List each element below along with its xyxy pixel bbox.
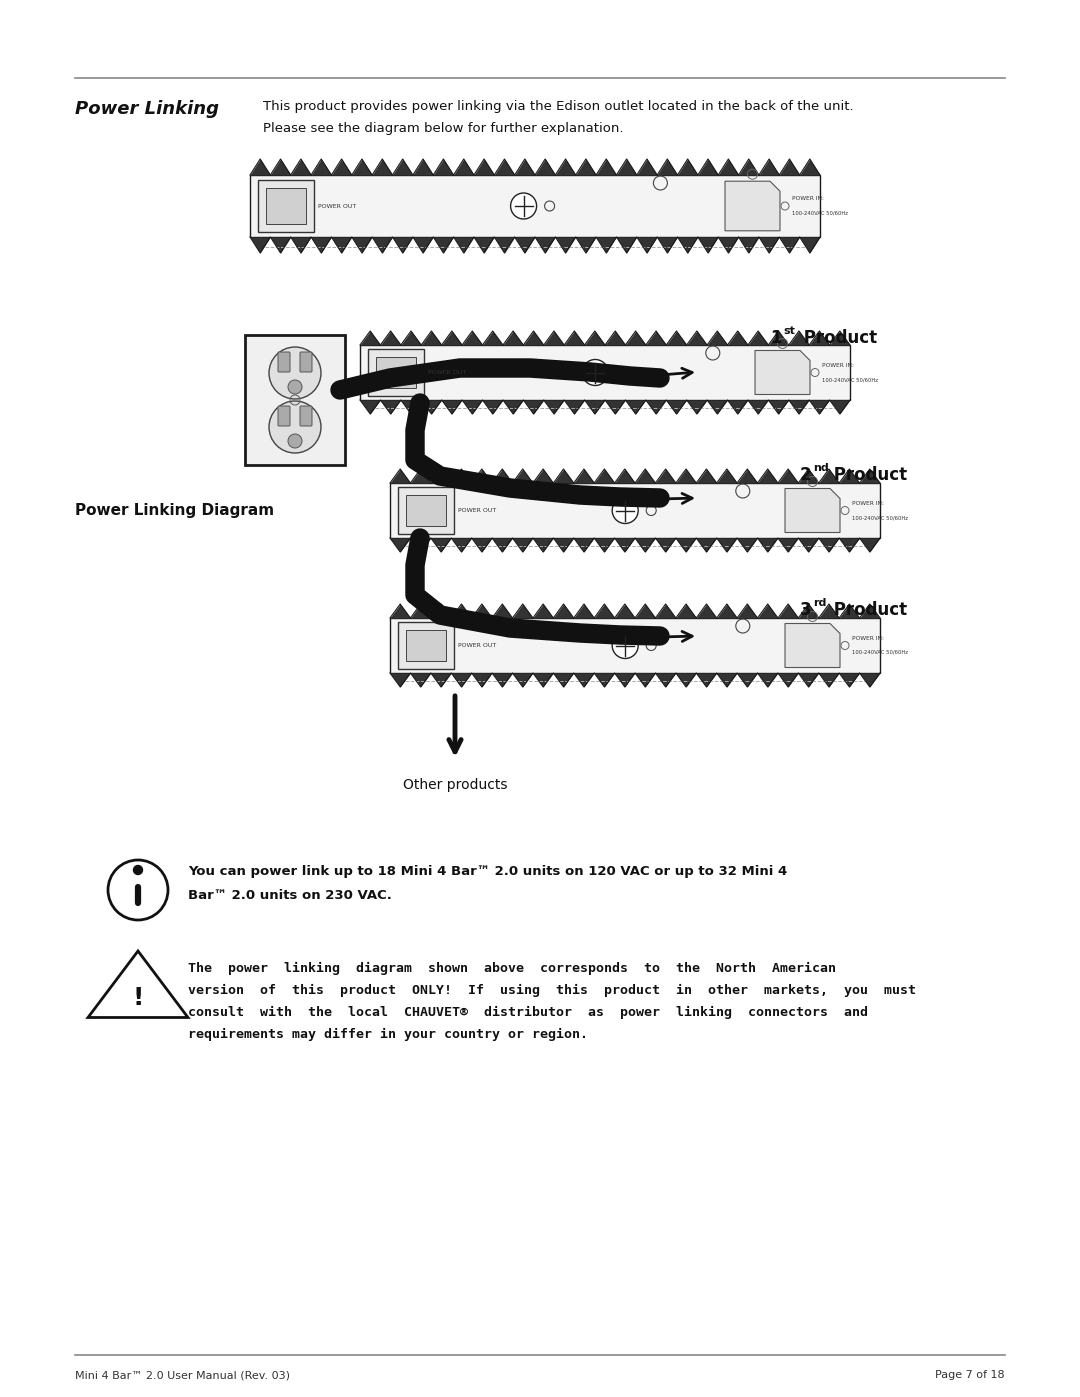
Text: !: !: [133, 986, 144, 1010]
FancyBboxPatch shape: [406, 496, 446, 525]
Text: Product: Product: [828, 467, 907, 483]
FancyBboxPatch shape: [300, 407, 312, 426]
Text: The  power  linking  diagram  shown  above  corresponds  to  the  North  America: The power linking diagram shown above co…: [188, 963, 836, 975]
Text: Please see the diagram below for further explanation.: Please see the diagram below for further…: [264, 122, 623, 136]
Bar: [390, 617, 880, 673]
FancyBboxPatch shape: [376, 358, 416, 388]
Text: POWER IN:: POWER IN:: [852, 502, 885, 506]
Text: version  of  this  product  ONLY!  If  using  this  product  in  other  markets,: version of this product ONLY! If using t…: [188, 983, 916, 997]
Text: rd: rd: [813, 598, 826, 608]
Text: Page 7 of 18: Page 7 of 18: [935, 1370, 1005, 1380]
Circle shape: [288, 380, 302, 394]
Bar: [390, 483, 880, 538]
Text: Product: Product: [828, 601, 907, 619]
Text: POWER OUT: POWER OUT: [458, 509, 496, 513]
Text: POWER OUT: POWER OUT: [458, 643, 496, 648]
FancyBboxPatch shape: [399, 488, 454, 534]
Text: 1: 1: [770, 330, 782, 346]
Bar: [249, 175, 820, 237]
Text: Product: Product: [798, 330, 877, 346]
FancyBboxPatch shape: [399, 622, 454, 669]
Polygon shape: [725, 182, 780, 231]
Text: POWER IN:: POWER IN:: [792, 197, 824, 201]
Polygon shape: [785, 623, 840, 668]
Text: st: st: [783, 326, 795, 337]
Text: POWER IN:: POWER IN:: [822, 363, 854, 367]
Circle shape: [612, 497, 638, 524]
Text: 100-240VAC 50/60Hz: 100-240VAC 50/60Hz: [822, 377, 878, 381]
Text: Mini 4 Bar™ 2.0 User Manual (Rev. 03): Mini 4 Bar™ 2.0 User Manual (Rev. 03): [75, 1370, 291, 1380]
Text: POWER OUT: POWER OUT: [428, 370, 467, 374]
FancyBboxPatch shape: [278, 407, 291, 426]
FancyBboxPatch shape: [406, 630, 446, 661]
Text: 2: 2: [800, 467, 812, 483]
Text: 100-240VAC 50/60Hz: 100-240VAC 50/60Hz: [852, 515, 908, 520]
Circle shape: [612, 633, 638, 658]
Text: This product provides power linking via the Edison outlet located in the back of: This product provides power linking via …: [264, 101, 853, 113]
Polygon shape: [785, 489, 840, 532]
Text: 100-240VAC 50/60Hz: 100-240VAC 50/60Hz: [792, 211, 848, 215]
Circle shape: [269, 346, 321, 400]
Text: 100-240VAC 50/60Hz: 100-240VAC 50/60Hz: [852, 650, 908, 655]
Text: requirements may differ in your country or region.: requirements may differ in your country …: [188, 1028, 588, 1041]
Bar: [245, 335, 345, 465]
Circle shape: [511, 193, 537, 219]
FancyBboxPatch shape: [278, 352, 291, 372]
Circle shape: [108, 861, 168, 921]
Text: Bar™ 2.0 units on 230 VAC.: Bar™ 2.0 units on 230 VAC.: [188, 888, 392, 902]
Bar: [360, 345, 850, 400]
Text: POWER OUT: POWER OUT: [318, 204, 356, 208]
Text: Power Linking Diagram: Power Linking Diagram: [75, 503, 274, 518]
Polygon shape: [87, 951, 188, 1017]
Text: You can power link up to 18 Mini 4 Bar™ 2.0 units on 120 VAC or up to 32 Mini 4: You can power link up to 18 Mini 4 Bar™ …: [188, 865, 787, 877]
Text: Power Linking: Power Linking: [75, 101, 219, 117]
Text: nd: nd: [813, 462, 828, 474]
Circle shape: [269, 401, 321, 453]
Circle shape: [288, 434, 302, 448]
Polygon shape: [755, 351, 810, 394]
Circle shape: [134, 866, 143, 875]
Text: POWER IN:: POWER IN:: [852, 636, 885, 641]
FancyBboxPatch shape: [300, 352, 312, 372]
FancyBboxPatch shape: [258, 180, 314, 232]
Text: consult  with  the  local  CHAUVET®  distributor  as  power  linking  connectors: consult with the local CHAUVET® distribu…: [188, 1006, 868, 1018]
Text: Other products: Other products: [403, 778, 508, 792]
FancyBboxPatch shape: [266, 189, 306, 224]
FancyBboxPatch shape: [368, 349, 424, 395]
Text: 3: 3: [800, 601, 812, 619]
Circle shape: [582, 359, 608, 386]
